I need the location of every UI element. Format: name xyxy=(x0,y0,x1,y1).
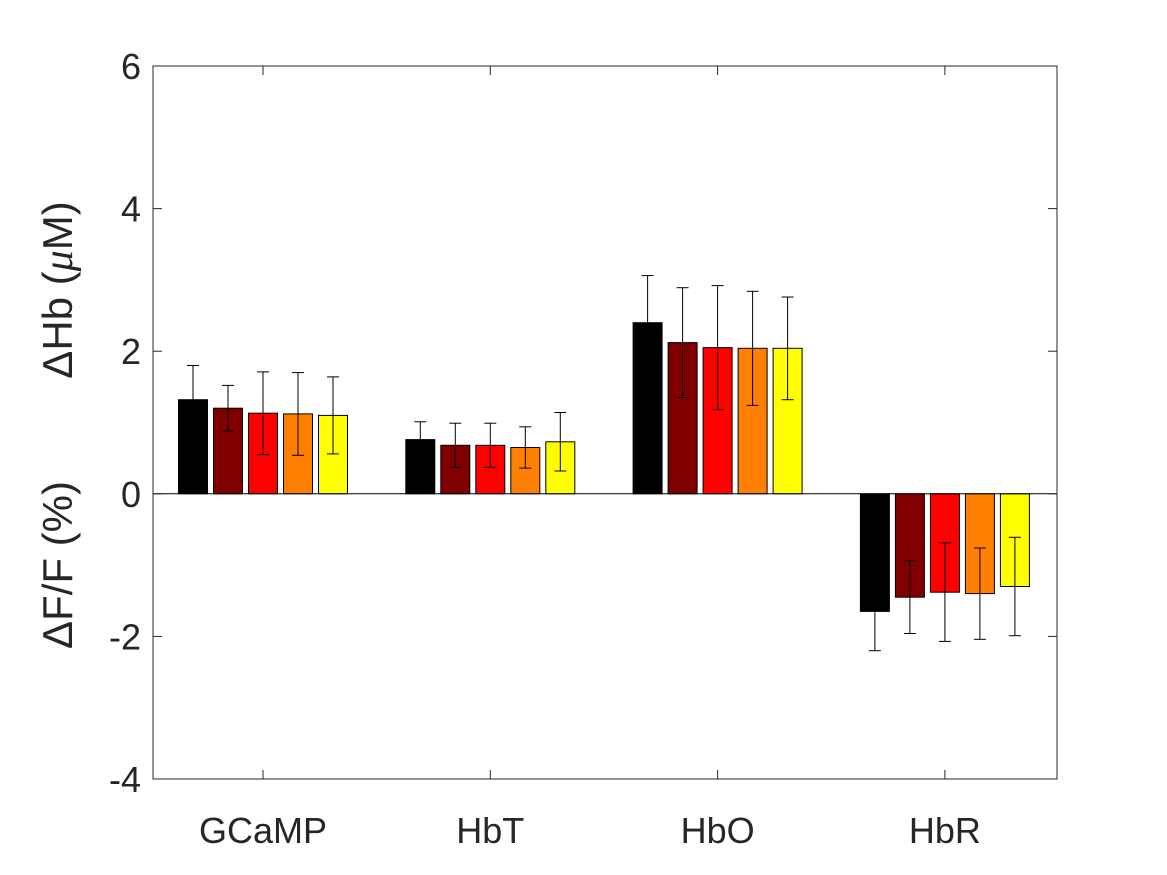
error-bar-hbr-1 xyxy=(868,571,881,652)
y-tick-label: 6 xyxy=(121,46,141,87)
error-bar-gcamp-1 xyxy=(187,365,199,435)
y-axis-label-right: ΔHb (μM) xyxy=(34,201,82,378)
y-tick-label: 2 xyxy=(121,331,141,372)
error-bar-hbo-2 xyxy=(676,287,689,398)
y-axis-label-right-part-2: μ xyxy=(36,250,82,272)
plot-frame xyxy=(152,65,1058,780)
error-bar-hbr-5 xyxy=(1008,536,1021,637)
y-axis-label-right-part-1: ΔHb ( xyxy=(34,271,81,378)
errorbars-layer xyxy=(187,275,1021,652)
error-bar-hbt-3 xyxy=(484,422,497,468)
error-bar-hbt-5 xyxy=(554,412,567,472)
x-tick-label-gcamp: GCaMP xyxy=(199,810,327,851)
error-bar-hbt-1 xyxy=(414,421,427,458)
y-tick-label: -4 xyxy=(109,759,141,800)
y-axis-label-right-part-3: M) xyxy=(34,201,81,250)
error-bar-hbr-2 xyxy=(903,560,916,634)
error-bar-hbt-4 xyxy=(519,426,532,469)
error-bar-hbr-4 xyxy=(973,547,986,640)
error-bar-gcamp-4 xyxy=(292,372,304,456)
error-bar-hbo-5 xyxy=(781,296,794,401)
error-bar-hbo-1 xyxy=(641,275,654,371)
error-bar-hbo-4 xyxy=(746,290,759,406)
error-bar-gcamp-2 xyxy=(222,384,234,432)
y-tick-label: 4 xyxy=(121,189,141,230)
error-bar-hbo-3 xyxy=(711,285,724,411)
y-axis: -4 -2 0 2 4 6 xyxy=(109,46,1057,800)
y-axis-label-left: ΔF/F (%) xyxy=(34,481,81,649)
error-bar-hbr-3 xyxy=(938,542,951,642)
x-axis: GCaMP HbT HbO HbR xyxy=(199,66,981,851)
error-bar-gcamp-3 xyxy=(257,371,269,456)
x-tick-label-hbt: HbT xyxy=(456,810,524,851)
y-tick-label: 0 xyxy=(121,474,141,515)
error-bar-gcamp-5 xyxy=(327,376,339,455)
error-bar-hbt-2 xyxy=(449,422,462,468)
x-tick-label-hbo: HbO xyxy=(681,810,755,851)
x-tick-label-hbr: HbR xyxy=(909,810,981,851)
y-tick-label: -2 xyxy=(109,616,141,657)
